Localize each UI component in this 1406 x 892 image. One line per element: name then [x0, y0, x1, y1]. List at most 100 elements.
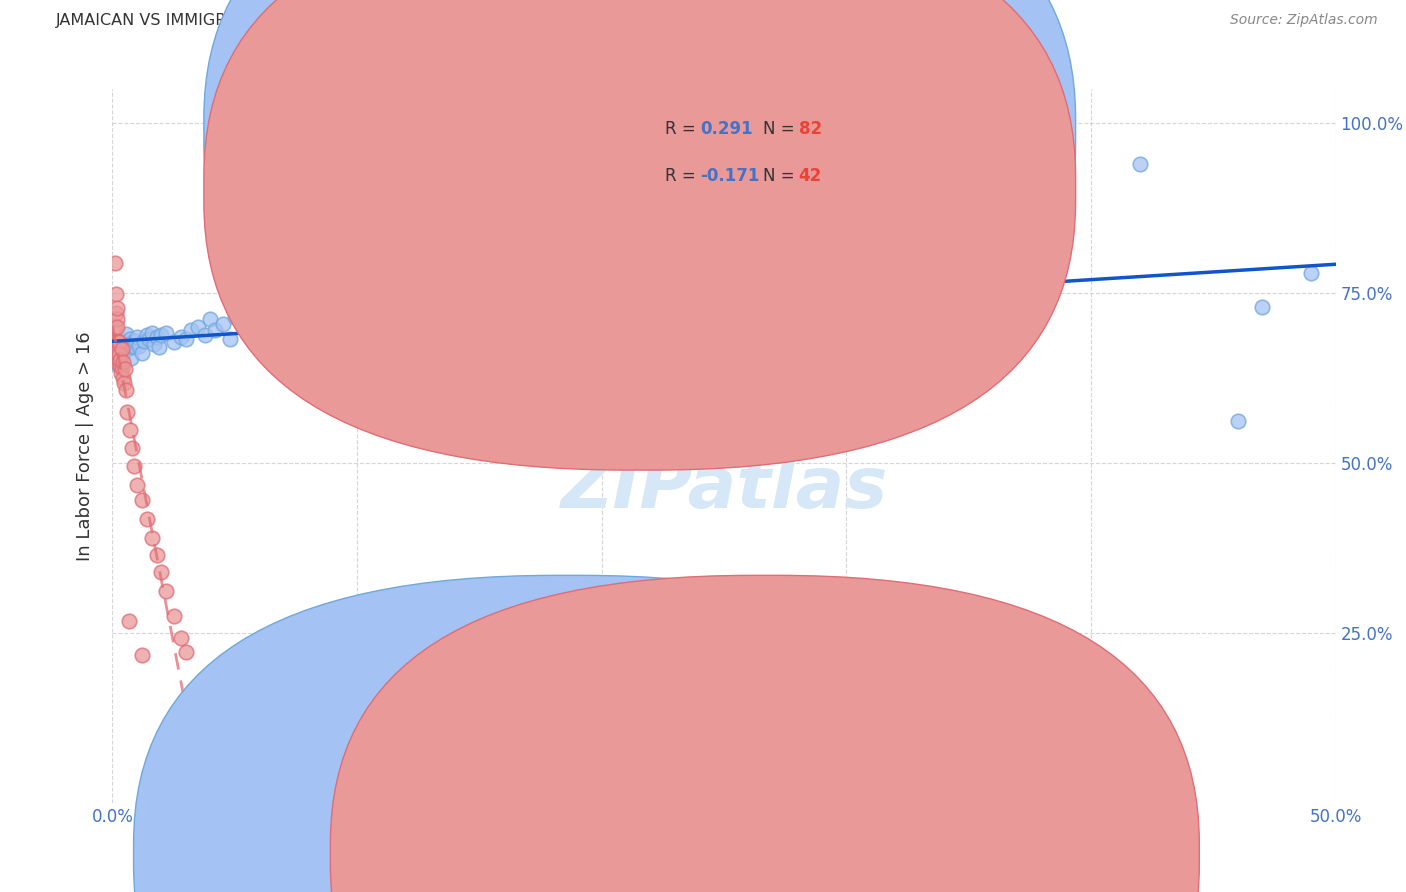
- Point: [112, 346, 135, 360]
- Point: [104, 334, 127, 348]
- Point: [309, 317, 332, 331]
- Point: [104, 255, 127, 269]
- Point: [105, 306, 128, 320]
- Point: [1251, 300, 1274, 314]
- Point: [104, 334, 127, 348]
- Point: [187, 320, 209, 334]
- Point: [103, 354, 125, 368]
- Point: [104, 339, 127, 353]
- Text: 0.291: 0.291: [700, 120, 752, 137]
- Point: [107, 349, 129, 363]
- Point: [141, 326, 163, 340]
- Point: [110, 342, 132, 356]
- Point: [124, 339, 146, 353]
- Point: [107, 341, 129, 355]
- Point: [121, 441, 143, 455]
- Point: [105, 355, 128, 369]
- Text: 42: 42: [799, 167, 823, 185]
- Point: [107, 349, 129, 363]
- Point: [108, 337, 131, 351]
- Y-axis label: In Labor Force | Age > 16: In Labor Force | Age > 16: [76, 331, 94, 561]
- Point: [194, 328, 217, 343]
- Point: [786, 289, 808, 303]
- Point: [419, 315, 441, 329]
- Point: [111, 342, 134, 356]
- Text: R =: R =: [665, 167, 702, 185]
- Point: [219, 332, 242, 346]
- Point: [110, 366, 132, 380]
- Point: [333, 313, 356, 327]
- Point: [145, 548, 167, 562]
- Point: [105, 342, 128, 356]
- Point: [247, 317, 270, 331]
- Point: [107, 334, 129, 349]
- Text: Immigrants from Kuwait: Immigrants from Kuwait: [785, 845, 984, 863]
- Point: [118, 423, 141, 437]
- Point: [163, 608, 186, 623]
- Point: [444, 294, 467, 309]
- Point: [107, 334, 129, 348]
- Text: -0.171: -0.171: [700, 167, 759, 185]
- Point: [346, 300, 368, 314]
- Point: [134, 334, 156, 348]
- Point: [117, 337, 139, 351]
- Point: [150, 565, 173, 579]
- Point: [105, 312, 128, 326]
- Point: [211, 317, 233, 331]
- Point: [859, 285, 882, 299]
- Point: [121, 341, 143, 355]
- Point: [107, 354, 129, 368]
- Point: [107, 342, 129, 356]
- Point: [105, 343, 128, 358]
- Point: [105, 334, 128, 348]
- Point: [204, 323, 226, 337]
- Point: [174, 645, 197, 659]
- Point: [128, 339, 150, 353]
- Text: JAMAICAN VS IMMIGRANTS FROM KUWAIT IN LABOR FORCE | AGE > 16 CORRELATION CHART: JAMAICAN VS IMMIGRANTS FROM KUWAIT IN LA…: [56, 13, 801, 29]
- Point: [370, 294, 392, 309]
- Point: [108, 352, 131, 367]
- Point: [114, 334, 136, 348]
- Point: [155, 583, 177, 598]
- Point: [125, 330, 148, 344]
- Text: N =: N =: [763, 120, 800, 137]
- Point: [111, 360, 134, 375]
- Point: [155, 326, 177, 340]
- Point: [118, 614, 141, 628]
- Point: [115, 326, 138, 341]
- Point: [115, 383, 138, 397]
- Point: [131, 493, 153, 508]
- Point: [131, 648, 153, 662]
- Point: [115, 342, 138, 356]
- Point: [273, 306, 295, 320]
- Point: [297, 308, 319, 322]
- Point: [135, 512, 157, 526]
- Point: [104, 351, 127, 365]
- Point: [124, 459, 146, 474]
- Point: [150, 328, 173, 343]
- Point: [180, 323, 202, 337]
- Point: [111, 342, 134, 356]
- Point: [104, 320, 127, 334]
- Text: N =: N =: [763, 167, 800, 185]
- Point: [170, 330, 193, 344]
- Point: [1226, 414, 1249, 428]
- Point: [174, 332, 197, 346]
- Point: [224, 310, 246, 324]
- Point: [135, 328, 157, 343]
- Point: [105, 358, 128, 372]
- Point: [145, 330, 167, 344]
- Point: [614, 279, 637, 293]
- Point: [115, 405, 138, 419]
- Point: [284, 323, 308, 337]
- Point: [105, 347, 128, 361]
- Point: [105, 320, 128, 334]
- Point: [120, 351, 142, 365]
- Point: [118, 332, 141, 346]
- Point: [664, 276, 686, 290]
- Point: [105, 301, 128, 315]
- Point: [1031, 280, 1053, 294]
- Point: [141, 531, 163, 545]
- Text: Jamaicans: Jamaicans: [588, 845, 672, 863]
- Point: [713, 267, 735, 281]
